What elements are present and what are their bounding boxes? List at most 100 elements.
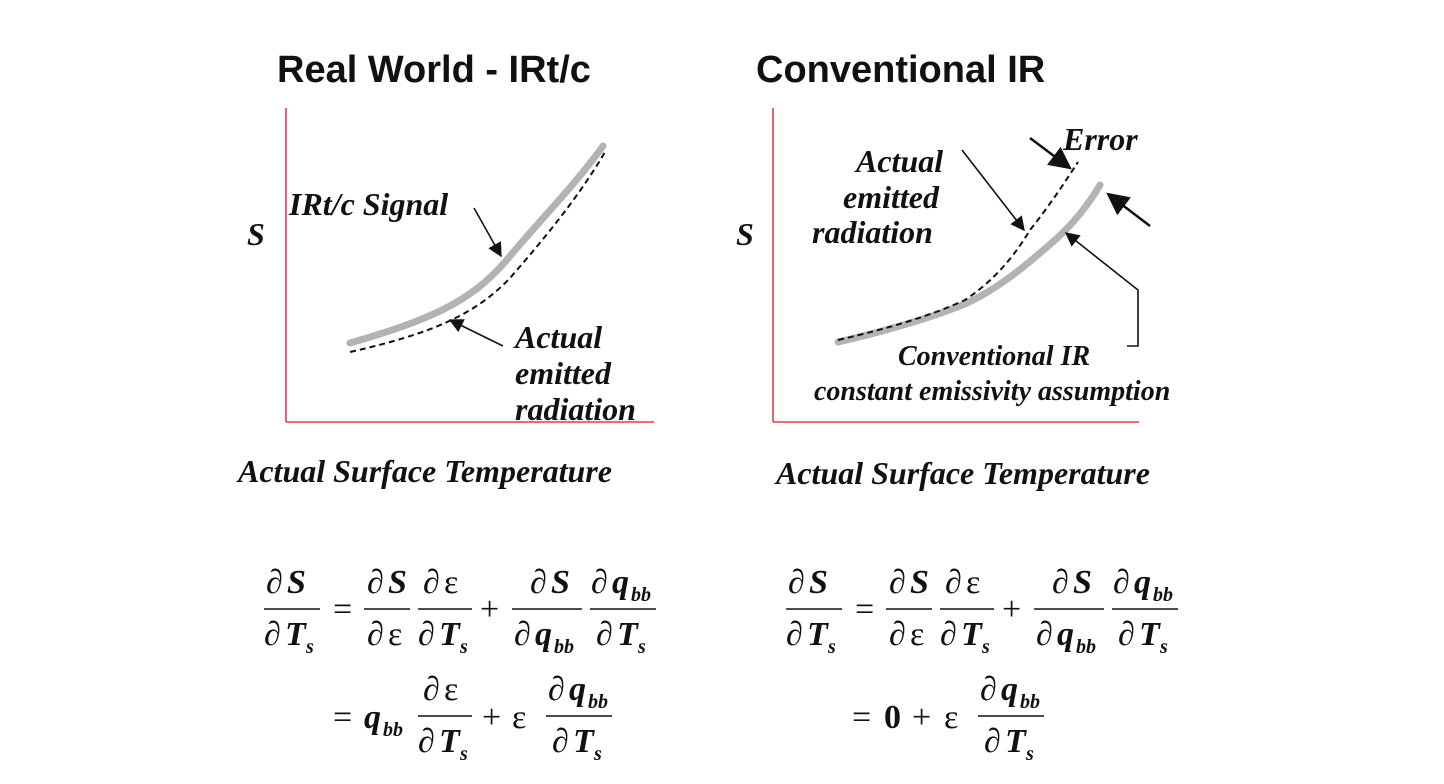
svg-text:bb: bb: [588, 691, 608, 713]
svg-text:S: S: [551, 564, 570, 601]
svg-text:bb: bb: [631, 584, 651, 606]
left-actual-pointer: [448, 319, 504, 347]
svg-text:∂: ∂: [1036, 616, 1053, 653]
right-equation: ∂ S ∂ T s = ∂ S ∂ ε ∂ ε ∂ T s + ∂ S ∂: [786, 564, 1178, 765]
svg-text:q: q: [535, 616, 552, 653]
svg-text:s: s: [1159, 636, 1168, 658]
left-actual-emitted-curve: [349, 151, 606, 353]
irtc-signal-pointer: [473, 207, 502, 258]
svg-text:T: T: [1139, 616, 1161, 653]
svg-text:T: T: [285, 616, 307, 653]
svg-text:s: s: [827, 636, 836, 658]
svg-text:∂: ∂: [596, 616, 613, 653]
irtc-signal-curve: [346, 142, 607, 347]
right-eq-frac-dS-dTs: ∂ S ∂ T s: [786, 564, 842, 658]
svg-text:ε: ε: [444, 671, 458, 708]
svg-text:∂: ∂: [1118, 616, 1135, 653]
svg-text:∂: ∂: [418, 723, 435, 760]
svg-text:∂: ∂: [266, 564, 283, 601]
right-actual-label-line2: emitted: [843, 179, 940, 215]
svg-text:q: q: [1001, 671, 1018, 708]
error-arrow-top: [1029, 137, 1072, 170]
left-eq-frac-dqbb-dTs: ∂ q bb ∂ T s: [590, 564, 656, 658]
svg-text:ε: ε: [444, 564, 458, 601]
svg-text:∂: ∂: [889, 616, 906, 653]
svg-text:∂: ∂: [786, 616, 803, 653]
left-equation: ∂ S ∂ T s = ∂ S ∂ ε ∂ ε ∂ T s + ∂ S: [264, 564, 656, 765]
svg-text:S: S: [809, 564, 828, 601]
right-y-axis-label: S: [736, 216, 754, 252]
svg-text:∂: ∂: [1052, 564, 1069, 601]
svg-text:∂: ∂: [788, 564, 805, 601]
svg-text:ε: ε: [388, 616, 402, 653]
left-eq-eps: ε: [512, 699, 526, 736]
svg-text:T: T: [807, 616, 829, 653]
svg-text:S: S: [1073, 564, 1092, 601]
svg-text:∂: ∂: [889, 564, 906, 601]
right-eq-frac-de-dTs: ∂ ε ∂ T s: [940, 564, 994, 658]
right-eq-frac-dS-dqbb: ∂ S ∂ q bb: [1034, 564, 1104, 658]
svg-text:∂: ∂: [514, 616, 531, 653]
svg-text:s: s: [305, 636, 314, 658]
left-eq-q-sub: bb: [383, 719, 403, 741]
left-eq-frac-dqbb-dTs-2: ∂ q bb ∂ T s: [546, 671, 612, 765]
right-actual-pointer: [961, 149, 1025, 232]
svg-text:q: q: [612, 564, 629, 601]
right-eq-equals-1: =: [855, 591, 874, 628]
svg-text:∂: ∂: [264, 616, 281, 653]
svg-text:T: T: [1005, 723, 1027, 760]
left-eq-q: q: [364, 699, 381, 736]
svg-text:s: s: [459, 743, 468, 765]
svg-text:bb: bb: [1076, 636, 1096, 658]
left-eq-frac-dS-dqbb: ∂ S ∂ q bb: [512, 564, 582, 658]
svg-text:s: s: [981, 636, 990, 658]
left-y-axis-label: S: [247, 216, 265, 252]
svg-text:ε: ε: [966, 564, 980, 601]
svg-text:s: s: [593, 743, 602, 765]
left-eq-plus-2: +: [482, 699, 501, 736]
svg-text:s: s: [459, 636, 468, 658]
svg-text:∂: ∂: [418, 616, 435, 653]
left-eq-frac-dS-de: ∂ S ∂ ε: [364, 564, 410, 653]
error-arrow-bottom: [1106, 192, 1151, 227]
conventional-ir-pointer: [1064, 232, 1139, 347]
svg-text:T: T: [961, 616, 983, 653]
svg-text:T: T: [439, 616, 461, 653]
svg-text:∂: ∂: [1113, 564, 1130, 601]
left-eq-equals-2: =: [333, 699, 352, 736]
svg-text:∂: ∂: [940, 616, 957, 653]
left-panel-title: Real World - IRt/c: [277, 49, 591, 91]
svg-text:bb: bb: [1020, 691, 1040, 713]
svg-text:∂: ∂: [980, 671, 997, 708]
svg-text:S: S: [287, 564, 306, 601]
svg-text:∂: ∂: [548, 671, 565, 708]
svg-text:T: T: [573, 723, 595, 760]
right-eq-frac-dS-de: ∂ S ∂ ε: [886, 564, 932, 653]
svg-text:bb: bb: [1153, 584, 1173, 606]
left-actual-label-line2: emitted: [515, 355, 612, 391]
right-eq-equals-2: =: [852, 699, 871, 736]
left-panel: Real World - IRt/c S Actual Surface Temp…: [236, 49, 654, 489]
conventional-label-line1: Conventional IR: [898, 341, 1090, 372]
right-actual-emitted-curve: [837, 161, 1079, 341]
svg-text:∂: ∂: [591, 564, 608, 601]
error-label: Error: [1062, 121, 1138, 157]
svg-text:s: s: [1025, 743, 1034, 765]
right-eq-eps: ε: [944, 699, 958, 736]
svg-text:bb: bb: [554, 636, 574, 658]
svg-text:∂: ∂: [530, 564, 547, 601]
right-eq-frac-dqbb-dTs-2: ∂ q bb ∂ T s: [978, 671, 1044, 765]
right-panel: Conventional IR S Actual Surface Tempera…: [736, 49, 1170, 491]
svg-text:∂: ∂: [984, 723, 1001, 760]
svg-text:T: T: [617, 616, 639, 653]
svg-text:T: T: [439, 723, 461, 760]
left-actual-label-line3: radiation: [515, 391, 636, 427]
right-eq-plus-1: +: [1002, 591, 1021, 628]
svg-text:∂: ∂: [423, 671, 440, 708]
svg-text:S: S: [388, 564, 407, 601]
conventional-ir-curve: [834, 181, 1104, 346]
svg-text:q: q: [569, 671, 586, 708]
left-eq-equals-1: =: [333, 591, 352, 628]
svg-text:ε: ε: [910, 616, 924, 653]
